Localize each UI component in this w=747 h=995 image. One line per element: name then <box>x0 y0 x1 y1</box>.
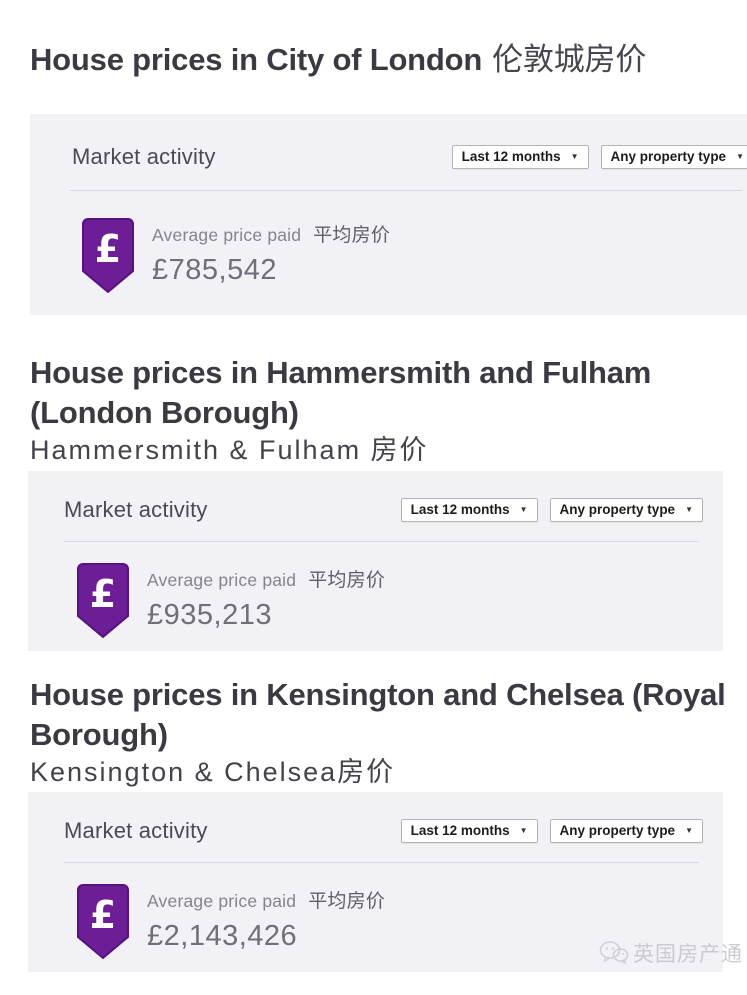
stat-label-zh: 平均房价 <box>308 570 386 591</box>
property-type-filter-dropdown[interactable]: Any property type ▼ <box>600 145 747 169</box>
property-type-filter-label: Any property type <box>559 502 676 517</box>
chevron-down-icon: ▼ <box>570 152 579 161</box>
stat-label: Average price paid 平均房价 <box>147 565 385 592</box>
panel-header: Market activity Last 12 months ▼ Any pro… <box>28 792 723 862</box>
stat-label-en: Average price paid <box>152 225 302 245</box>
chevron-down-icon: ▼ <box>519 826 528 835</box>
section-title-city-of-london: House prices in City of London 伦敦城房价 <box>30 40 730 80</box>
section-title-en: House prices in City of London <box>30 42 483 77</box>
section-title-zh: 伦敦城房价 <box>492 42 647 77</box>
property-type-filter-dropdown[interactable]: Any property type ▼ <box>549 498 703 522</box>
average-price-stat: £ Average price paid 平均房价 £785,542 <box>30 191 747 295</box>
panel-title: Market activity <box>64 818 208 843</box>
panel-title: Market activity <box>72 144 216 169</box>
average-price-value: £785,542 <box>152 254 277 286</box>
panel-divider <box>64 541 699 542</box>
property-type-filter-label: Any property type <box>559 823 676 838</box>
pound-glyph: £ <box>90 893 116 937</box>
stat-text: Average price paid 平均房价 £785,542 <box>152 217 390 287</box>
market-activity-panel-city-of-london: Market activity Last 12 months ▼ Any pro… <box>30 114 747 315</box>
pound-glyph: £ <box>95 227 121 271</box>
panel-filters: Last 12 months ▼ Any property type ▼ <box>400 819 703 843</box>
chevron-down-icon: ▼ <box>736 152 744 161</box>
stat-label-zh: 平均房价 <box>308 891 386 912</box>
time-filter-dropdown[interactable]: Last 12 months ▼ <box>400 819 538 843</box>
panel-divider <box>70 190 742 191</box>
panel-filters: Last 12 months ▼ Any property type ▼ <box>400 498 703 522</box>
pound-badge-icon: £ <box>77 563 129 639</box>
time-filter-label: Last 12 months <box>410 502 510 517</box>
average-price-value: £935,213 <box>147 599 272 631</box>
time-filter-label: Last 12 months <box>410 823 510 838</box>
chevron-down-icon: ▼ <box>685 505 693 514</box>
pound-glyph: £ <box>90 572 116 616</box>
time-filter-dropdown[interactable]: Last 12 months ▼ <box>400 498 538 522</box>
chevron-down-icon: ▼ <box>519 505 528 514</box>
property-type-filter-dropdown[interactable]: Any property type ▼ <box>549 819 703 843</box>
stat-label: Average price paid 平均房价 <box>147 886 385 913</box>
section-subtitle-kensington-chelsea: Kensington & Chelsea房价 <box>30 757 396 787</box>
time-filter-dropdown[interactable]: Last 12 months ▼ <box>451 145 589 169</box>
stat-label-en: Average price paid <box>147 891 297 911</box>
market-activity-panel-kensington-chelsea: Market activity Last 12 months ▼ Any pro… <box>28 792 723 972</box>
average-price-value: £2,143,426 <box>147 920 298 952</box>
stat-label-en: Average price paid <box>147 570 297 590</box>
average-price-stat: £ Average price paid 平均房价 £2,143,426 <box>28 863 723 961</box>
average-price-stat: £ Average price paid 平均房价 £935,213 <box>28 542 723 640</box>
property-type-filter-label: Any property type <box>610 149 727 164</box>
section-subtitle-hammersmith-fulham: Hammersmith & Fulham 房价 <box>30 435 429 465</box>
market-activity-panel-hammersmith-fulham: Market activity Last 12 months ▼ Any pro… <box>28 471 723 651</box>
time-filter-label: Last 12 months <box>461 149 561 164</box>
panel-header: Market activity Last 12 months ▼ Any pro… <box>30 114 747 190</box>
section-title-hammersmith-fulham: House prices in Hammersmith and Fulham (… <box>30 355 652 430</box>
stat-label: Average price paid 平均房价 <box>152 220 390 247</box>
section-title-kensington-chelsea: House prices in Kensington and Chelsea (… <box>30 677 726 752</box>
stat-text: Average price paid 平均房价 £2,143,426 <box>147 883 385 953</box>
stat-label-zh: 平均房价 <box>313 225 391 246</box>
pound-badge-icon: £ <box>82 218 134 294</box>
panel-title: Market activity <box>64 497 208 522</box>
stat-text: Average price paid 平均房价 £935,213 <box>147 562 385 632</box>
panel-divider <box>64 862 699 863</box>
chevron-down-icon: ▼ <box>685 826 693 835</box>
panel-filters: Last 12 months ▼ Any property type ▼ <box>451 145 747 169</box>
panel-header: Market activity Last 12 months ▼ Any pro… <box>28 471 723 541</box>
pound-badge-icon: £ <box>77 884 129 960</box>
